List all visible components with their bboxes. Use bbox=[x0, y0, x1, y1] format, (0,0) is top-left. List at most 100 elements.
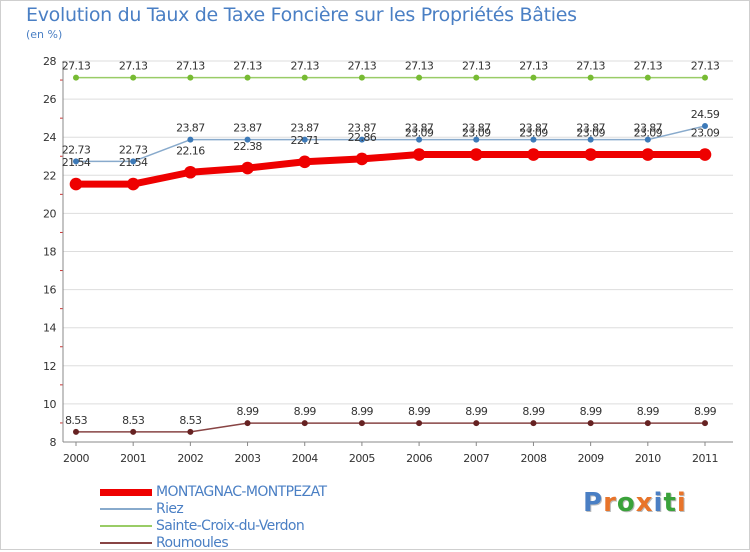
x-tick-label: 2005 bbox=[349, 452, 375, 465]
data-label-riez: 23.87 bbox=[348, 122, 377, 135]
data-label-montagnac-montpezat: 23.09 bbox=[405, 127, 434, 140]
data-point-montagnac-montpezat bbox=[527, 148, 540, 161]
data-point-sainte-croix-du-verdon bbox=[473, 74, 480, 81]
x-tick-label: 2011 bbox=[692, 452, 718, 465]
data-label-sainte-croix-du-verdon: 27.13 bbox=[348, 60, 377, 73]
data-point-sainte-croix-du-verdon bbox=[244, 74, 251, 81]
data-label-sainte-croix-du-verdon: 27.13 bbox=[62, 60, 91, 73]
data-label-riez: 23.87 bbox=[176, 122, 205, 135]
data-label-montagnac-montpezat: 22.71 bbox=[290, 134, 319, 147]
data-label-roumoules: 8.99 bbox=[408, 405, 431, 418]
data-label-montagnac-montpezat: 22.16 bbox=[176, 144, 205, 157]
data-label-riez: 23.87 bbox=[519, 122, 548, 135]
data-point-roumoules bbox=[187, 428, 194, 435]
data-label-sainte-croix-du-verdon: 27.13 bbox=[405, 60, 434, 73]
data-label-roumoules: 8.99 bbox=[580, 405, 603, 418]
data-point-riez bbox=[301, 136, 308, 143]
y-tick-label: 26 bbox=[43, 93, 56, 106]
data-label-riez: 23.87 bbox=[290, 122, 319, 135]
data-point-riez bbox=[244, 136, 251, 143]
data-point-sainte-croix-du-verdon bbox=[130, 74, 137, 81]
data-label-sainte-croix-du-verdon: 27.13 bbox=[290, 60, 319, 73]
y-tick-label: 28 bbox=[43, 55, 56, 68]
y-tick-label: 14 bbox=[43, 322, 56, 335]
data-label-roumoules: 8.99 bbox=[294, 405, 317, 418]
data-point-riez bbox=[702, 122, 708, 129]
data-point-roumoules bbox=[473, 420, 480, 427]
data-label-montagnac-montpezat: 23.09 bbox=[576, 127, 605, 140]
data-point-roumoules bbox=[130, 428, 137, 435]
proxiti-logo: Proxiti bbox=[583, 488, 687, 518]
data-label-riez: 23.87 bbox=[233, 122, 262, 135]
data-point-roumoules bbox=[416, 420, 423, 427]
x-tick-label: 2006 bbox=[406, 452, 432, 465]
y-tick-label: 16 bbox=[43, 284, 56, 297]
legend-label: Roumoules bbox=[156, 535, 229, 551]
data-label-montagnac-montpezat: 23.09 bbox=[691, 127, 720, 140]
legend-swatch bbox=[100, 542, 152, 544]
data-label-roumoules: 8.99 bbox=[694, 405, 717, 418]
data-label-montagnac-montpezat: 21.54 bbox=[62, 156, 91, 169]
data-point-montagnac-montpezat bbox=[298, 155, 312, 169]
data-point-montagnac-montpezat bbox=[412, 148, 426, 161]
legend-label: Sainte-Croix-du-Verdon bbox=[156, 518, 305, 534]
data-label-montagnac-montpezat: 21.54 bbox=[119, 156, 148, 169]
data-label-riez: 22.73 bbox=[62, 143, 91, 156]
y-tick-label: 10 bbox=[43, 398, 56, 411]
data-point-riez bbox=[130, 158, 137, 165]
data-point-montagnac-montpezat bbox=[69, 177, 83, 191]
data-point-roumoules bbox=[244, 420, 251, 427]
data-point-montagnac-montpezat bbox=[126, 177, 140, 191]
data-point-montagnac-montpezat bbox=[355, 152, 369, 166]
data-label-sainte-croix-du-verdon: 27.13 bbox=[233, 60, 262, 73]
y-tick-label: 18 bbox=[43, 246, 56, 259]
logo-letter: x bbox=[635, 488, 654, 518]
data-label-riez: 23.87 bbox=[405, 122, 434, 135]
data-label-sainte-croix-du-verdon: 27.13 bbox=[519, 60, 548, 73]
y-tick-label: 24 bbox=[43, 131, 56, 144]
data-point-sainte-croix-du-verdon bbox=[73, 74, 79, 81]
legend-swatch bbox=[100, 508, 152, 510]
logo-letter: P bbox=[583, 488, 604, 518]
data-point-roumoules bbox=[358, 420, 365, 427]
x-tick-label: 2001 bbox=[120, 452, 146, 465]
legend-label: Riez bbox=[156, 501, 184, 517]
data-point-sainte-croix-du-verdon bbox=[587, 74, 594, 81]
data-label-roumoules: 8.99 bbox=[236, 405, 259, 418]
data-point-riez bbox=[587, 136, 594, 143]
series-line-montagnac-montpezat bbox=[72, 151, 709, 188]
data-point-montagnac-montpezat bbox=[469, 148, 483, 161]
data-point-riez bbox=[187, 136, 194, 143]
data-label-montagnac-montpezat: 23.09 bbox=[634, 127, 663, 140]
data-point-roumoules bbox=[530, 420, 537, 427]
data-point-sainte-croix-du-verdon bbox=[702, 74, 708, 81]
x-tick-label: 2010 bbox=[635, 452, 661, 465]
y-tick-label: 12 bbox=[43, 360, 56, 373]
data-label-riez: 22.73 bbox=[119, 143, 148, 156]
data-label-roumoules: 8.53 bbox=[122, 414, 145, 427]
data-label-sainte-croix-du-verdon: 27.13 bbox=[176, 60, 205, 73]
data-label-roumoules: 8.53 bbox=[65, 414, 88, 427]
legend-swatch bbox=[100, 525, 152, 527]
data-point-riez bbox=[473, 136, 480, 143]
y-tick-label: 22 bbox=[43, 169, 56, 182]
x-tick-label: 2007 bbox=[463, 452, 489, 465]
data-label-roumoules: 8.99 bbox=[465, 405, 488, 418]
line-chart: 8 10 12 14 16 18 20 22 24 26 28 2000 2001 2002 2003 200… bbox=[43, 55, 733, 465]
data-label-montagnac-montpezat: 23.09 bbox=[519, 127, 548, 140]
logo-letter: t bbox=[663, 488, 677, 518]
data-label-sainte-croix-du-verdon: 27.13 bbox=[691, 60, 720, 73]
data-point-sainte-croix-du-verdon bbox=[644, 74, 651, 81]
x-tick-label: 2002 bbox=[177, 452, 203, 465]
series-line-roumoules bbox=[75, 422, 706, 433]
legend-swatch bbox=[100, 488, 152, 496]
data-point-roumoules bbox=[73, 428, 79, 435]
series-line-riez bbox=[75, 125, 706, 163]
data-label-roumoules: 8.99 bbox=[637, 405, 660, 418]
data-point-roumoules bbox=[587, 420, 594, 427]
data-point-roumoules bbox=[702, 420, 708, 427]
logo-letter: i bbox=[653, 488, 664, 518]
data-point-riez bbox=[416, 136, 423, 143]
y-tick-label: 8 bbox=[50, 436, 57, 449]
